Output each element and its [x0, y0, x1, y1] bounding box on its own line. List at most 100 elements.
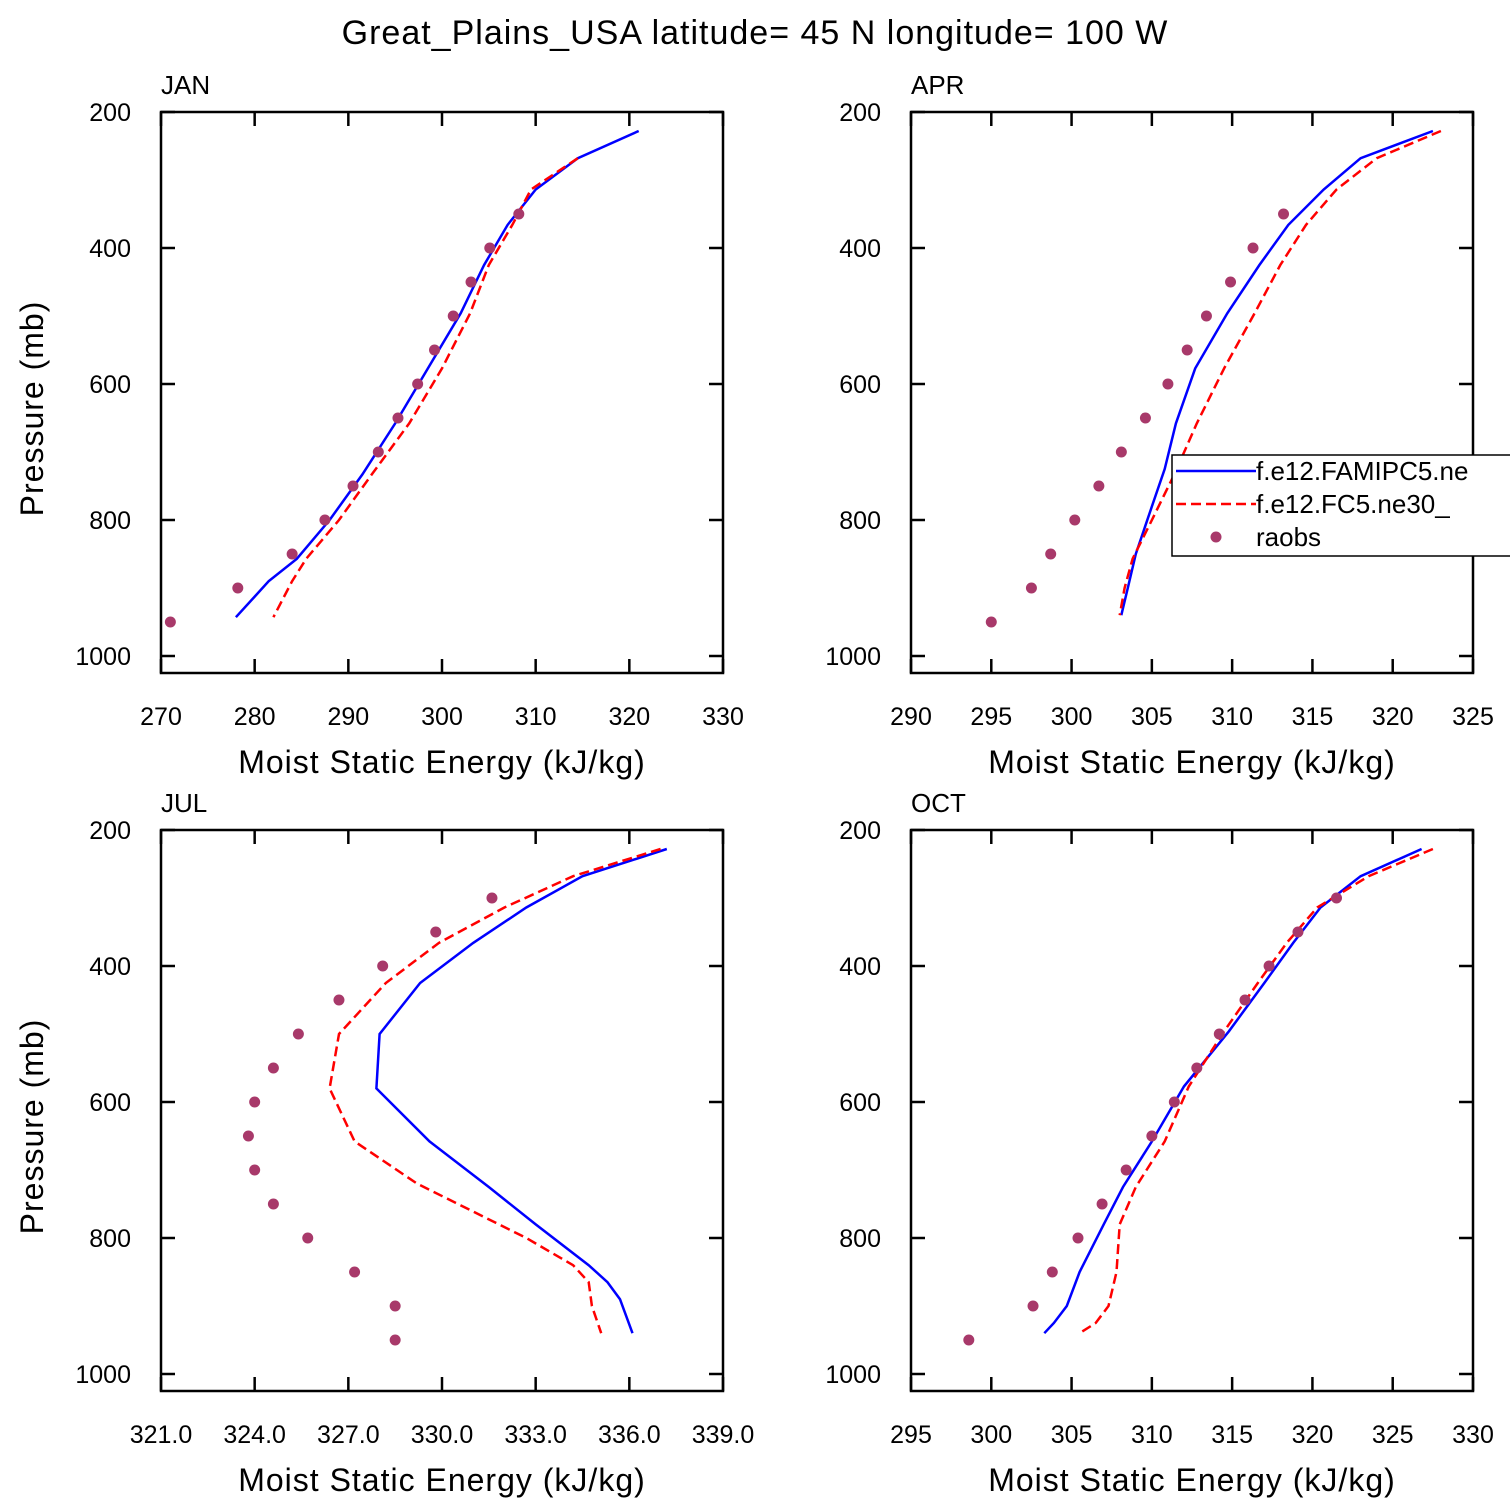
obs-point — [249, 1096, 261, 1108]
x-tick-label: 327.0 — [317, 1421, 380, 1449]
panel-title: OCT — [911, 788, 966, 818]
obs-point — [1096, 1198, 1108, 1210]
profile-line — [234, 129, 640, 619]
obs-point — [963, 1334, 975, 1346]
panel-title: APR — [911, 70, 964, 100]
y-tick-label: 200 — [89, 99, 131, 127]
profile-line — [375, 847, 668, 1334]
legend-marker — [1210, 531, 1222, 543]
x-axis-label: Moist Static Energy (kJ/kg) — [988, 1462, 1396, 1498]
obs-point — [985, 616, 997, 628]
obs-point — [302, 1232, 314, 1244]
profile-line — [1043, 847, 1423, 1335]
panel: APR Moist Static Energy (kJ/kg) 290 295 300 3… — [825, 70, 1510, 780]
obs-point — [292, 1028, 304, 1040]
x-tick-label: 336.0 — [598, 1421, 661, 1449]
x-tick-label: 310 — [515, 703, 557, 731]
x-tick-label: 333.0 — [504, 1421, 567, 1449]
obs-point — [1181, 344, 1193, 356]
obs-point — [389, 1300, 401, 1312]
obs-point — [1072, 1232, 1084, 1244]
x-tick-label: 305 — [1131, 703, 1173, 731]
y-tick-label: 1000 — [75, 643, 131, 671]
x-tick-label: 310 — [1131, 1421, 1173, 1449]
obs-point — [1200, 310, 1212, 322]
x-tick-label: 325 — [1452, 703, 1494, 731]
y-tick-label: 200 — [839, 817, 881, 845]
panel-title: JUL — [161, 788, 207, 818]
obs-point — [1025, 582, 1037, 594]
obs-point — [1331, 892, 1343, 904]
obs-point — [377, 960, 389, 972]
x-tick-label: 315 — [1292, 703, 1334, 731]
panel: JUL Moist Static Energy (kJ/kg) Pressure (… — [14, 788, 754, 1498]
x-tick-label: 295 — [970, 703, 1012, 731]
x-tick-label: 290 — [890, 703, 932, 731]
obs-point — [1045, 548, 1057, 560]
x-axis-label: Moist Static Energy (kJ/kg) — [238, 744, 646, 780]
obs-point — [267, 1198, 279, 1210]
x-tick-label: 270 — [140, 703, 182, 731]
legend-label: f.e12.FC5.ne30_ — [1256, 489, 1450, 519]
x-tick-label: 330.0 — [411, 1421, 474, 1449]
obs-point — [1168, 1096, 1180, 1108]
profile-line — [1118, 129, 1442, 616]
obs-point — [1027, 1300, 1039, 1312]
x-tick-label: 310 — [1211, 703, 1253, 731]
obs-point — [1292, 926, 1304, 938]
y-tick-label: 800 — [839, 1225, 881, 1253]
obs-point — [347, 480, 359, 492]
x-tick-label: 290 — [327, 703, 369, 731]
obs-point — [389, 1334, 401, 1346]
obs-point — [1263, 960, 1275, 972]
y-tick-label: 800 — [839, 507, 881, 535]
obs-point — [1146, 1130, 1158, 1142]
obs-point — [1278, 208, 1290, 220]
profile-line — [1078, 847, 1434, 1335]
obs-point — [412, 378, 424, 390]
obs-point — [1046, 1266, 1058, 1278]
x-tick-label: 300 — [970, 1421, 1012, 1449]
obs-point — [1247, 242, 1259, 254]
obs-point — [486, 892, 498, 904]
x-tick-label: 330 — [1452, 1421, 1494, 1449]
obs-point — [1069, 514, 1081, 526]
y-tick-label: 1000 — [825, 1361, 881, 1389]
x-tick-label: 300 — [1051, 703, 1093, 731]
obs-point — [1115, 446, 1127, 458]
obs-point — [232, 582, 244, 594]
y-tick-label: 200 — [89, 817, 131, 845]
x-tick-label: 295 — [890, 1421, 932, 1449]
obs-point — [484, 242, 496, 254]
y-tick-label: 600 — [839, 1089, 881, 1117]
x-axis-label: Moist Static Energy (kJ/kg) — [988, 744, 1396, 780]
obs-point — [267, 1062, 279, 1074]
x-tick-label: 315 — [1211, 1421, 1253, 1449]
x-tick-label: 325 — [1372, 1421, 1414, 1449]
x-tick-label: 305 — [1051, 1421, 1093, 1449]
obs-point — [349, 1266, 361, 1278]
y-tick-label: 600 — [89, 1089, 131, 1117]
plot-frame — [909, 110, 1475, 675]
panel: OCT Moist Static Energy (kJ/kg) 295 300 305 3… — [825, 788, 1493, 1498]
obs-point — [333, 994, 345, 1006]
obs-point — [1162, 378, 1174, 390]
obs-point — [164, 616, 176, 628]
obs-point — [513, 208, 525, 220]
legend-label: raobs — [1256, 522, 1321, 552]
y-tick-label: 1000 — [825, 643, 881, 671]
panel-title: JAN — [161, 70, 210, 100]
obs-point — [429, 344, 441, 356]
x-tick-label: 339.0 — [692, 1421, 755, 1449]
plot-frame — [909, 828, 1475, 1393]
obs-point — [1239, 994, 1251, 1006]
x-tick-label: 320 — [1372, 703, 1414, 731]
y-tick-label: 400 — [839, 235, 881, 263]
y-tick-label: 200 — [839, 99, 881, 127]
obs-point — [372, 446, 384, 458]
y-tick-label: 600 — [839, 371, 881, 399]
figure-title: Great_Plains_USA latitude= 45 N longitud… — [342, 14, 1169, 52]
x-tick-label: 330 — [702, 703, 744, 731]
